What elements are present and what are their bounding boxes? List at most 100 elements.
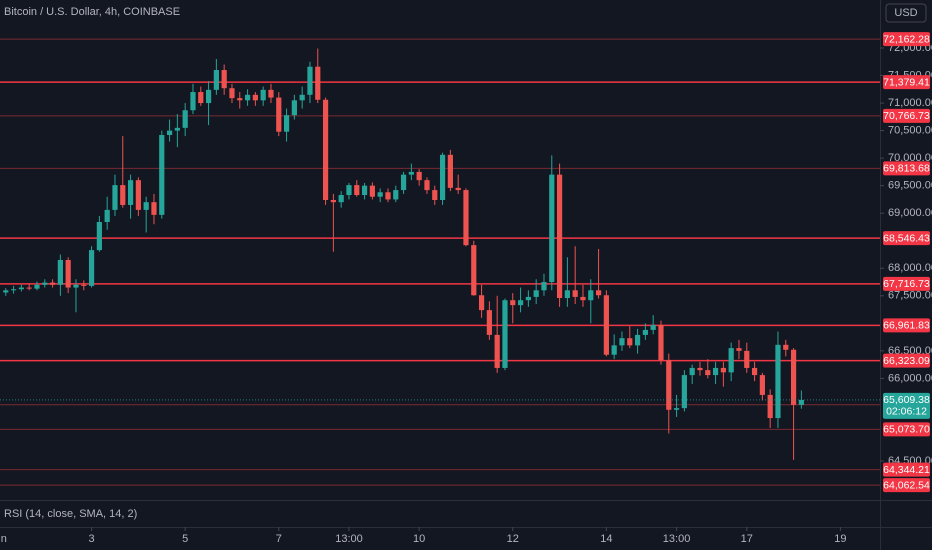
candle-body (767, 394, 773, 419)
candle-body (213, 70, 219, 90)
x-tick-label: 17 (741, 533, 753, 545)
candle-body (681, 375, 687, 409)
currency[interactable]: USD (894, 7, 917, 19)
level-label-box (883, 276, 930, 291)
candle-body (166, 130, 173, 136)
candle-body (642, 329, 648, 335)
last-price-label: 65,609.38 (883, 394, 930, 406)
candle-body (65, 260, 71, 288)
candle-body (330, 199, 336, 203)
level-label: 69,813.68 (883, 163, 930, 175)
candle-body (143, 202, 149, 210)
candle-body (26, 287, 32, 289)
candle-body (634, 334, 641, 346)
candle-body (299, 94, 305, 101)
candle-body (783, 344, 789, 350)
candle-body (463, 190, 469, 246)
level-label-box (883, 353, 930, 368)
countdown: 02:06:12 (886, 406, 927, 418)
candle-body (244, 94, 251, 101)
candle-body (338, 195, 344, 203)
level-label: 71,379.41 (883, 76, 930, 88)
currency-box[interactable] (885, 3, 927, 23)
candle-body (697, 367, 703, 371)
candle-body (611, 345, 617, 355)
y-tick-label: 68,000.00 (888, 262, 932, 274)
candle-body (510, 300, 516, 306)
candle-body (34, 284, 40, 289)
level-label: 70,766.73 (883, 110, 930, 122)
level-label-box (883, 108, 930, 123)
candle-body (416, 171, 422, 181)
candle-body (666, 360, 672, 410)
candle-body (205, 89, 212, 104)
candle-body (49, 282, 56, 285)
candle-body (159, 135, 165, 215)
x-tick-label: 14 (600, 533, 612, 545)
candle-body (751, 367, 758, 376)
candle-body (447, 154, 453, 188)
candle-body (439, 154, 446, 200)
level-label: 72,162.28 (883, 33, 930, 45)
candle-body (595, 290, 602, 296)
candle-body (424, 180, 430, 191)
candle-body (42, 282, 48, 285)
candle-body (268, 89, 274, 98)
candle-body (525, 296, 531, 301)
candle-body (572, 290, 578, 297)
indicator-label: RSI (14, close, SMA, 14, 2) (4, 508, 137, 520)
candle-body (533, 290, 539, 297)
candle-body (283, 115, 290, 132)
candle-body (127, 180, 134, 205)
candle-body (151, 202, 157, 215)
level-label-box (883, 231, 930, 246)
candle-body (549, 174, 555, 283)
plot (0, 38, 880, 486)
y-tick-label: 71,000.00 (888, 97, 932, 109)
candle-body (564, 290, 570, 299)
candle-body (705, 370, 711, 376)
level-label: 68,546.43 (883, 232, 930, 244)
candle-body (237, 98, 243, 101)
candle-body (400, 174, 407, 191)
candle-body (354, 185, 360, 196)
candle-body (377, 192, 383, 197)
candle-body (221, 70, 227, 89)
candle-body (96, 222, 102, 251)
candle-body (57, 260, 63, 285)
candle-body (588, 290, 594, 301)
candle-body (73, 284, 79, 288)
candle-body (322, 99, 329, 200)
candle-body (315, 66, 321, 100)
y-tick-label: 69,000.00 (888, 207, 932, 219)
candle-body (728, 348, 734, 373)
level-label: 65,073.70 (883, 424, 930, 436)
candle-body (580, 296, 586, 301)
level-label-box (883, 478, 930, 493)
candle-body (361, 185, 368, 196)
candle-body (650, 324, 656, 330)
y-tick-label: 66,000.00 (888, 372, 932, 384)
candle-body (229, 88, 235, 99)
level-label: 66,323.09 (883, 355, 930, 367)
x-tick-label: 12 (507, 533, 519, 545)
candle-body (198, 92, 204, 104)
candle-body (276, 97, 282, 132)
x-tick-label: 7 (276, 533, 282, 545)
y-tick-label: 70,500.00 (888, 125, 932, 137)
candle-body (556, 174, 563, 299)
level-label-box (883, 462, 930, 477)
candle-body (455, 187, 461, 191)
candle-body (627, 338, 633, 346)
candle-body (3, 290, 9, 293)
x-tick-label: 5 (182, 533, 188, 545)
last-price-box (883, 392, 930, 419)
chart-title: Bitcoin / U.S. Dollar, 4h, COINBASE (4, 6, 180, 18)
candle-body (541, 282, 547, 291)
x-tick-label: 13:00 (663, 533, 691, 545)
x-tick-label: 3 (89, 533, 95, 545)
level-label-box (883, 318, 930, 333)
candle-body (478, 295, 485, 311)
